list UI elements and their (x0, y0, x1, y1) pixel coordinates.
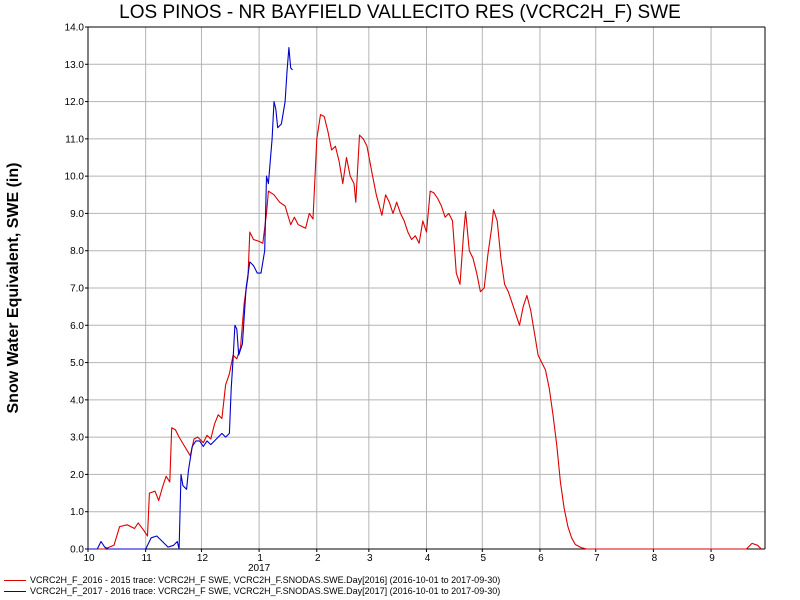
x-tick-label: 6 (538, 553, 544, 564)
series-line-1 (88, 46, 293, 550)
x-tick-label: 10 (83, 553, 95, 564)
y-tick-label: 0.0 (70, 545, 84, 556)
y-tick-label: 14.0 (65, 23, 85, 34)
y-tick-label: 3.0 (70, 433, 84, 444)
x-year-label: 2017 (248, 563, 271, 574)
y-tick-label: 13.0 (65, 60, 85, 71)
x-tick-label: 5 (481, 553, 487, 564)
y-tick-label: 9.0 (70, 209, 84, 220)
legend-label-2017: VCRC2H_F_2017 - 2016 trace: VCRC2H_F SWE… (30, 586, 501, 596)
x-tick-label: 1 (257, 553, 263, 564)
y-tick-label: 4.0 (70, 395, 84, 406)
x-tick-label: 7 (594, 553, 600, 564)
legend-swatch-2016 (4, 579, 26, 581)
x-tick-label: 4 (425, 553, 431, 564)
y-tick-label: 8.0 (70, 246, 84, 257)
x-tick-label: 11 (141, 553, 152, 564)
y-tick-label: 1.0 (70, 507, 84, 518)
y-tick-label: 7.0 (70, 284, 84, 295)
x-tick-label: 3 (367, 553, 373, 564)
y-tick-label: 12.0 (65, 97, 85, 108)
y-tick-label: 11.0 (65, 134, 84, 145)
y-tick-label: 2.0 (70, 470, 84, 481)
x-tick-label: 2 (315, 553, 321, 564)
y-tick-label: 5.0 (70, 358, 84, 369)
legend-label-2016: VCRC2H_F_2016 - 2015 trace: VCRC2H_F SWE… (30, 575, 501, 585)
y-tick-label: 6.0 (70, 321, 84, 332)
x-tick-label: 12 (197, 553, 209, 564)
x-tick-label: 8 (652, 553, 658, 564)
legend-item-2017: VCRC2H_F_2017 - 2016 trace: VCRC2H_F SWE… (4, 586, 500, 596)
legend-item-2016: VCRC2H_F_2016 - 2015 trace: VCRC2H_F SWE… (4, 575, 500, 585)
series-line-0 (88, 114, 762, 550)
y-tick-label: 10.0 (65, 172, 85, 183)
x-tick-label: 9 (709, 553, 715, 564)
chart-title: LOS PINOS - NR BAYFIELD VALLECITO RES (V… (119, 2, 681, 23)
legend-swatch-2017 (4, 590, 26, 592)
